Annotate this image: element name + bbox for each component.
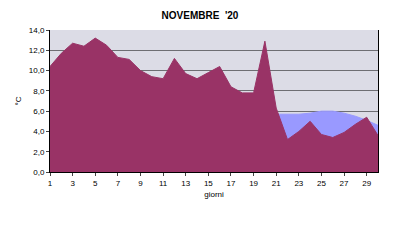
svg-text:21: 21 — [272, 179, 281, 188]
svg-text:15: 15 — [204, 179, 213, 188]
svg-text:1: 1 — [48, 179, 53, 188]
svg-text:10,0: 10,0 — [29, 66, 45, 75]
svg-text:23: 23 — [294, 179, 303, 188]
svg-text:25: 25 — [317, 179, 326, 188]
svg-text:14,0: 14,0 — [29, 26, 45, 35]
svg-text:5: 5 — [93, 179, 98, 188]
svg-text:29: 29 — [362, 179, 371, 188]
svg-text:19: 19 — [249, 179, 258, 188]
svg-text:7: 7 — [116, 179, 121, 188]
svg-text:3: 3 — [70, 179, 75, 188]
svg-text:9: 9 — [138, 179, 143, 188]
svg-text:27: 27 — [340, 179, 349, 188]
svg-text:11: 11 — [159, 179, 168, 188]
svg-text:8,0: 8,0 — [33, 87, 45, 96]
svg-text:6,0: 6,0 — [33, 107, 45, 116]
svg-text:0,0: 0,0 — [33, 168, 45, 177]
svg-text:°C: °C — [14, 96, 23, 105]
svg-text:2,0: 2,0 — [33, 148, 45, 157]
svg-text:12,0: 12,0 — [29, 46, 45, 55]
svg-text:NOVEMBRE '20: NOVEMBRE '20 — [162, 10, 239, 21]
svg-text:17: 17 — [227, 179, 236, 188]
svg-text:4,0: 4,0 — [33, 127, 45, 136]
svg-text:13: 13 — [181, 179, 190, 188]
svg-text:giorni: giorni — [204, 190, 224, 199]
